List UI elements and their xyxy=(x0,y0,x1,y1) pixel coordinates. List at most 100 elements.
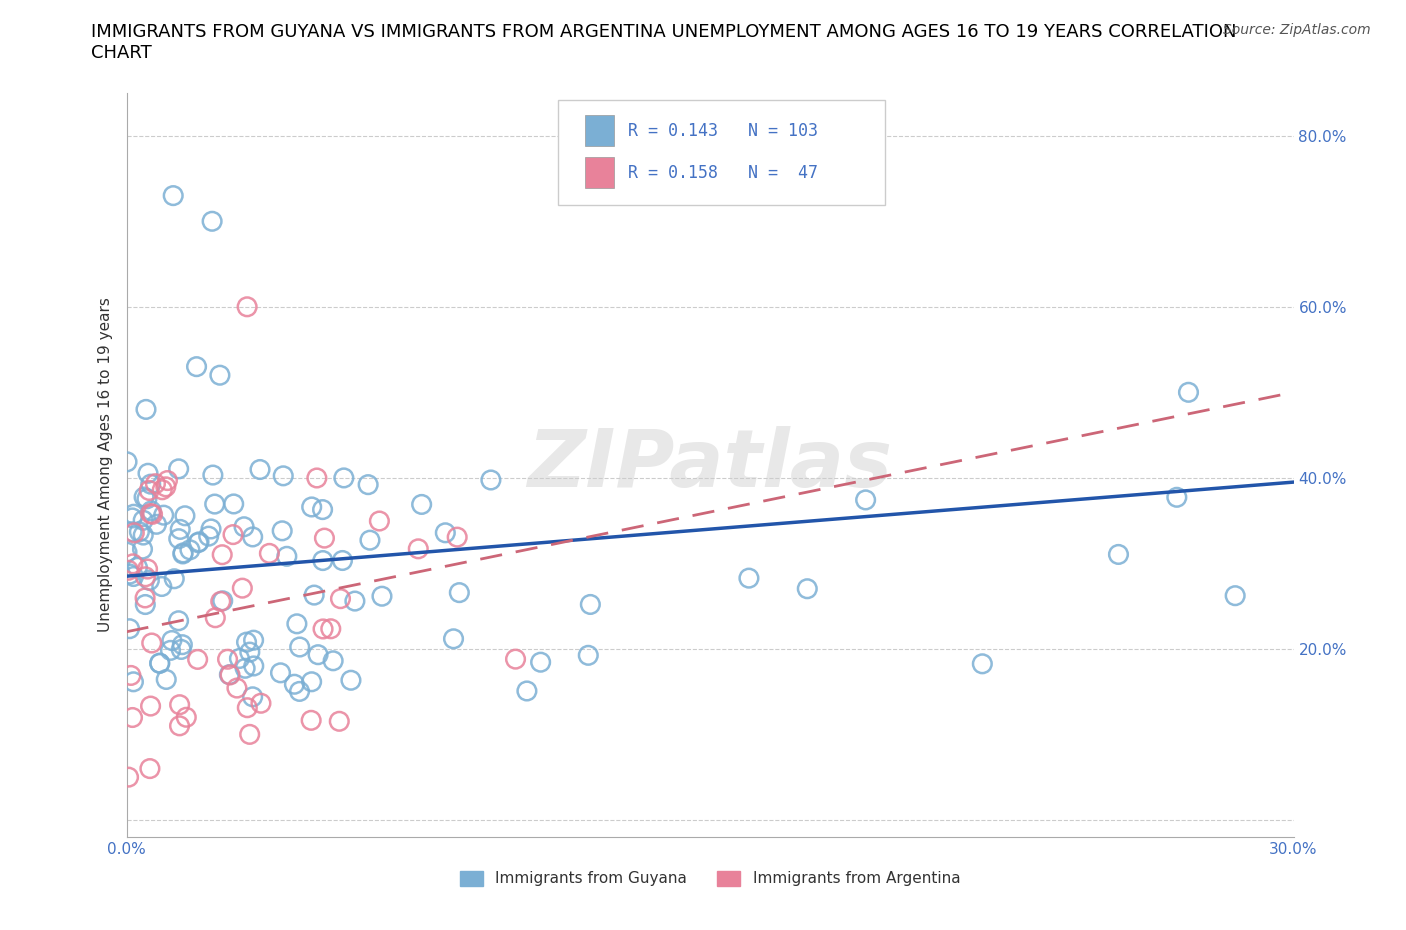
Point xyxy=(302,588,325,603)
Point xyxy=(172,547,194,562)
Point xyxy=(307,647,329,662)
Point xyxy=(228,651,250,666)
Point xyxy=(270,665,292,680)
Point xyxy=(233,519,256,534)
Point xyxy=(446,530,468,545)
Point xyxy=(319,621,342,636)
Point xyxy=(288,640,311,655)
Point xyxy=(301,674,323,689)
Point xyxy=(167,531,190,546)
Point xyxy=(145,476,167,491)
Point xyxy=(443,631,465,646)
Point xyxy=(117,770,139,785)
Point xyxy=(579,597,602,612)
Point xyxy=(124,525,146,540)
Point xyxy=(152,508,174,523)
Point xyxy=(204,497,226,512)
Point xyxy=(301,499,323,514)
Point xyxy=(505,652,527,667)
Point xyxy=(242,632,264,647)
Point xyxy=(242,529,264,544)
Point xyxy=(530,655,553,670)
Point xyxy=(169,522,191,537)
Point xyxy=(179,542,201,557)
Point xyxy=(239,644,262,659)
Legend: Immigrants from Guyana, Immigrants from Argentina: Immigrants from Guyana, Immigrants from … xyxy=(454,864,966,893)
Point xyxy=(479,472,502,487)
Point xyxy=(170,642,193,657)
Point xyxy=(449,585,471,600)
Point xyxy=(219,668,242,683)
Point xyxy=(117,563,139,578)
Point xyxy=(121,556,143,571)
Point xyxy=(249,462,271,477)
Point xyxy=(132,527,155,542)
Point xyxy=(132,489,155,504)
Point xyxy=(150,579,173,594)
Text: R = 0.143   N = 103: R = 0.143 N = 103 xyxy=(628,122,818,140)
Point xyxy=(201,214,224,229)
Point xyxy=(127,560,149,575)
Point xyxy=(186,359,208,374)
Point xyxy=(204,610,226,625)
Point xyxy=(174,710,197,724)
Point xyxy=(311,502,333,517)
Point xyxy=(169,718,191,733)
Point xyxy=(231,580,253,595)
Point xyxy=(359,533,381,548)
Y-axis label: Unemployment Among Ages 16 to 19 years: Unemployment Among Ages 16 to 19 years xyxy=(97,298,112,632)
Point xyxy=(305,471,328,485)
Point xyxy=(121,525,143,539)
FancyBboxPatch shape xyxy=(585,115,614,146)
Point xyxy=(333,471,356,485)
Point xyxy=(314,531,336,546)
Point xyxy=(434,525,457,540)
Point xyxy=(162,188,184,203)
Point xyxy=(357,477,380,492)
Point xyxy=(169,698,191,712)
Point xyxy=(155,479,177,494)
FancyBboxPatch shape xyxy=(558,100,886,205)
Point xyxy=(134,591,156,605)
Point xyxy=(163,571,186,586)
Point xyxy=(211,593,233,608)
Point xyxy=(159,643,181,658)
Point xyxy=(139,761,162,776)
Point xyxy=(235,634,257,649)
Point xyxy=(340,672,363,687)
Point xyxy=(208,367,231,382)
Point xyxy=(1108,547,1130,562)
Point xyxy=(174,509,197,524)
Point xyxy=(120,668,142,683)
Point xyxy=(139,477,162,492)
Text: R = 0.158   N =  47: R = 0.158 N = 47 xyxy=(628,164,818,181)
Point xyxy=(239,727,262,742)
Point xyxy=(211,547,233,562)
Point xyxy=(1177,385,1199,400)
FancyBboxPatch shape xyxy=(585,157,614,188)
Point xyxy=(149,656,172,671)
Point xyxy=(226,681,249,696)
Point xyxy=(131,541,153,556)
Point xyxy=(150,483,173,498)
Point xyxy=(167,461,190,476)
Point xyxy=(242,658,264,673)
Point xyxy=(172,637,194,652)
Point xyxy=(172,546,194,561)
Point xyxy=(271,469,294,484)
Point xyxy=(259,546,281,561)
Point xyxy=(283,677,305,692)
Point xyxy=(134,569,156,584)
Point xyxy=(136,491,159,506)
Point xyxy=(1166,490,1188,505)
Point xyxy=(139,506,162,521)
Point xyxy=(141,635,163,650)
Point xyxy=(138,483,160,498)
Point xyxy=(312,621,335,636)
Point xyxy=(322,654,344,669)
Point xyxy=(217,652,239,667)
Point xyxy=(121,511,143,525)
Point xyxy=(136,466,159,481)
Point xyxy=(118,621,141,636)
Point xyxy=(312,553,335,568)
